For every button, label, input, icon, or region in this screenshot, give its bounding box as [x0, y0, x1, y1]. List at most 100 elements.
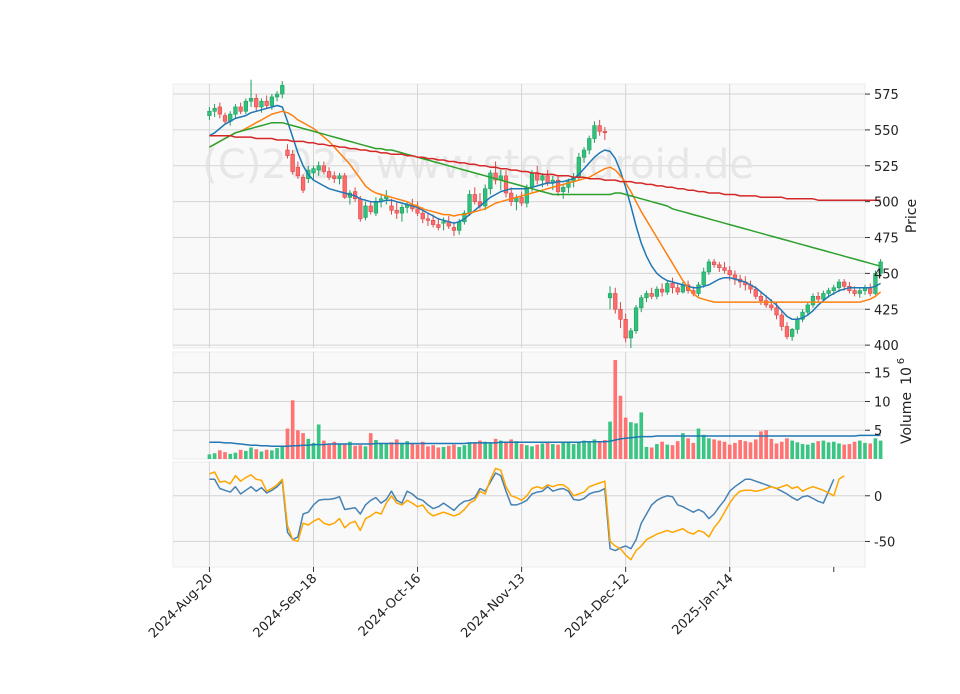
candle-body — [321, 165, 327, 172]
candle-body — [790, 329, 795, 337]
volume-bar — [337, 443, 342, 459]
candle-body — [857, 290, 862, 294]
candle-body — [394, 209, 399, 214]
candle — [597, 119, 602, 136]
candle — [566, 178, 571, 194]
candle — [784, 322, 790, 340]
volume-bar — [332, 441, 337, 459]
candle-body — [493, 172, 498, 181]
volume-bar — [550, 444, 555, 459]
candle — [613, 287, 618, 314]
volume-bar — [509, 439, 514, 459]
volume-bar — [660, 441, 664, 459]
candle-body — [472, 194, 477, 202]
volume-bar — [811, 442, 815, 459]
candle-body — [295, 166, 300, 177]
volume-bar — [675, 441, 680, 459]
candle-body — [701, 271, 706, 286]
indicator-line-1 — [209, 467, 845, 561]
candle — [633, 304, 639, 334]
volume-bar — [655, 444, 659, 459]
candle — [451, 221, 457, 237]
candle-body — [810, 296, 816, 306]
volume-bar — [649, 447, 654, 459]
candle-body — [659, 288, 665, 293]
volume-bar — [738, 440, 742, 459]
volume-bar — [774, 443, 779, 459]
volume-bar — [462, 445, 467, 459]
candle — [363, 201, 368, 221]
candle-body — [665, 283, 670, 293]
volume-bar — [769, 438, 774, 459]
candle-body — [436, 224, 441, 228]
candle — [805, 302, 810, 315]
volume-bar — [426, 446, 430, 459]
candle-body — [868, 287, 873, 294]
candle-body — [316, 165, 321, 171]
candle-body — [644, 293, 649, 299]
candle-body — [842, 281, 847, 287]
candle — [675, 283, 680, 295]
x-tick-label: 2024-Aug-20 — [146, 571, 216, 641]
candle-body — [675, 287, 680, 293]
candle — [254, 94, 259, 112]
candle-body — [717, 264, 722, 268]
volume-bar — [441, 446, 446, 459]
volume-bar — [519, 444, 524, 459]
candle-body — [441, 221, 446, 224]
volume-bar — [270, 450, 274, 459]
volume-bar — [322, 440, 326, 459]
candle-body — [425, 218, 431, 221]
candle — [332, 171, 337, 183]
candle-body — [300, 176, 306, 191]
candle-body — [670, 283, 675, 289]
indicator-y-tick-label: -50 — [874, 535, 895, 550]
volume-ma-line-0 — [209, 434, 881, 448]
volume-bar — [212, 453, 217, 459]
volume-bar — [727, 444, 732, 459]
volume-bar — [342, 444, 347, 459]
candle-body — [519, 197, 524, 204]
candle-body — [852, 290, 857, 294]
volume-bar — [488, 442, 493, 459]
candle-body — [826, 290, 831, 294]
candle — [857, 287, 862, 298]
volume-bar — [483, 441, 488, 459]
candle — [488, 170, 493, 195]
volume-bar — [311, 442, 316, 459]
volume-bar — [629, 422, 633, 459]
candle — [207, 106, 212, 120]
volume-bar — [805, 444, 810, 459]
volume-bar — [816, 441, 820, 459]
volume-bar — [452, 444, 456, 459]
candle-body — [337, 175, 342, 179]
volume-bar — [285, 428, 290, 459]
candle — [493, 161, 498, 185]
candle — [389, 198, 394, 215]
candle — [503, 170, 509, 198]
candle-body — [639, 297, 644, 309]
volume-bar — [493, 438, 498, 459]
volume-bar — [524, 445, 529, 459]
candle-body — [332, 175, 337, 179]
volume-bar — [259, 451, 264, 459]
volume-y-tick-label: 10 — [874, 395, 891, 410]
candle-body — [212, 108, 217, 112]
candle-body — [836, 281, 842, 289]
volume-bar — [592, 439, 597, 459]
volume-bar — [701, 434, 706, 459]
candle — [519, 191, 524, 206]
candle-body — [431, 220, 436, 225]
candle — [779, 310, 784, 331]
volume-bar — [478, 440, 482, 459]
volume-y-tick-label: 15 — [874, 367, 891, 382]
candle-body — [623, 319, 628, 339]
candle — [264, 95, 269, 109]
volume-bar — [446, 445, 451, 459]
volume-bar — [400, 442, 404, 459]
volume-bar — [275, 448, 279, 459]
volume-bar — [597, 441, 602, 459]
candle-body — [483, 188, 488, 207]
volume-bar — [358, 445, 363, 459]
